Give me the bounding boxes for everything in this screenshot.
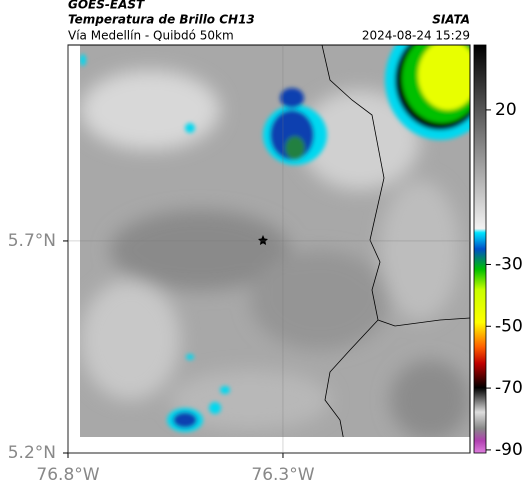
location-marker	[258, 235, 268, 245]
colorbar-label: -70	[495, 378, 523, 398]
colorbar	[473, 44, 487, 454]
colorbar-label: 20	[495, 100, 517, 120]
y-tick-label: 5.2°N	[8, 443, 56, 463]
title: GOES-EAST	[68, 0, 145, 12]
x-tick-label: 76.8°W	[36, 465, 99, 485]
colorbar-label: -90	[495, 440, 523, 460]
source: SIATA	[432, 13, 470, 27]
colorbar-label: -50	[495, 316, 523, 336]
colorbar-label: -30	[495, 254, 523, 274]
imagery	[80, 45, 470, 437]
route: Vía Medellín - Quibdó 50km	[68, 29, 234, 43]
timestamp: 2024-08-24 15:29	[362, 29, 470, 43]
x-tick-label: 76.3°W	[251, 465, 314, 485]
subtitle: Temperatura de Brillo CH13	[68, 13, 255, 27]
y-tick-label: 5.7°N	[8, 231, 56, 251]
